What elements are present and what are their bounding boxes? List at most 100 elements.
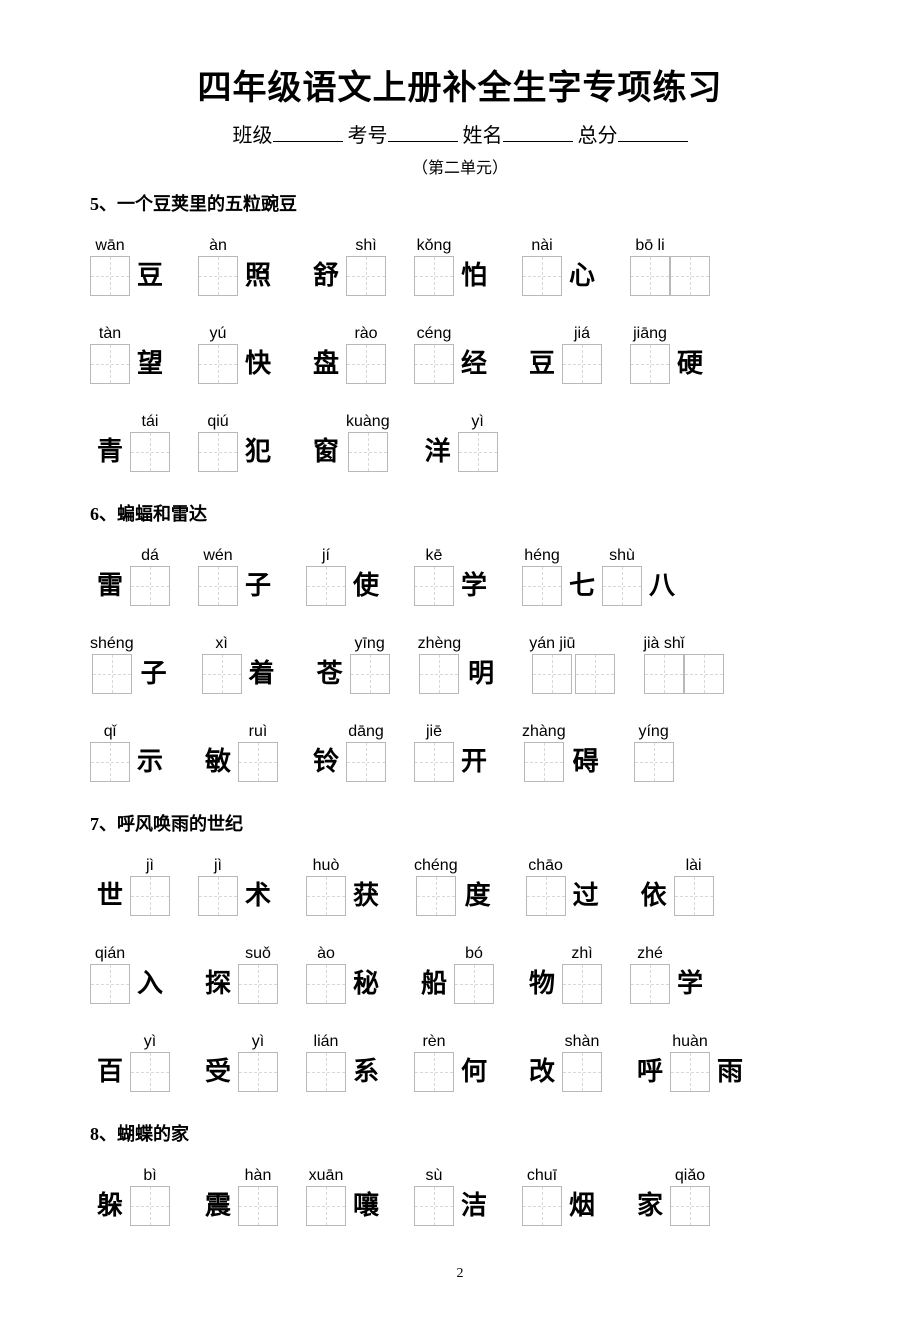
writing-box[interactable]: [92, 654, 132, 694]
section-heading: 7、呼风唤雨的世纪: [90, 810, 830, 836]
writing-box[interactable]: [90, 742, 130, 782]
writing-box[interactable]: [562, 344, 602, 384]
char-cell: jì: [130, 856, 170, 916]
writing-box[interactable]: [198, 566, 238, 606]
char-cell: 示: [130, 722, 170, 782]
char-cell: 物: [522, 944, 562, 1004]
writing-box[interactable]: [562, 964, 602, 1004]
writing-box[interactable]: [458, 432, 498, 472]
word-unit: xuān嚷: [306, 1166, 386, 1226]
writing-box[interactable]: [130, 1186, 170, 1226]
writing-box[interactable]: [346, 256, 386, 296]
writing-box[interactable]: [306, 964, 346, 1004]
writing-box[interactable]: [414, 742, 454, 782]
writing-box[interactable]: [634, 742, 674, 782]
writing-box[interactable]: [346, 742, 386, 782]
char-cell: 快: [238, 324, 278, 384]
writing-box[interactable]: [522, 256, 562, 296]
char-cell: [575, 634, 615, 694]
writing-box[interactable]: [198, 344, 238, 384]
writing-box[interactable]: [306, 876, 346, 916]
writing-box[interactable]: [414, 344, 454, 384]
writing-box[interactable]: [198, 432, 238, 472]
writing-box[interactable]: [454, 964, 494, 1004]
char-cell: dá: [130, 546, 170, 606]
writing-box[interactable]: [522, 566, 562, 606]
char-cell: 学: [454, 546, 494, 606]
total-blank[interactable]: [618, 123, 688, 142]
writing-box[interactable]: [346, 344, 386, 384]
writing-box[interactable]: [414, 1186, 454, 1226]
writing-box[interactable]: [130, 876, 170, 916]
char-cell: 学: [670, 944, 710, 1004]
char-cell: héng: [522, 546, 562, 606]
writing-box[interactable]: [130, 1052, 170, 1092]
writing-box[interactable]: [90, 256, 130, 296]
writing-box[interactable]: [630, 256, 670, 296]
writing-box[interactable]: [670, 1052, 710, 1092]
writing-box[interactable]: [238, 742, 278, 782]
writing-box[interactable]: [348, 432, 388, 472]
writing-box[interactable]: [522, 1186, 562, 1226]
writing-box[interactable]: [414, 566, 454, 606]
writing-box[interactable]: [644, 654, 684, 694]
writing-box[interactable]: [202, 654, 242, 694]
writing-box[interactable]: [670, 256, 710, 296]
pinyin-label: tái: [142, 412, 159, 432]
writing-box[interactable]: [602, 566, 642, 606]
writing-box[interactable]: [630, 964, 670, 1004]
writing-box[interactable]: [524, 742, 564, 782]
char-cell: chéng: [414, 856, 458, 916]
pinyin-label: yú: [210, 324, 227, 344]
given-hanzi: 使: [352, 566, 380, 606]
writing-box[interactable]: [562, 1052, 602, 1092]
char-cell: 使: [346, 546, 386, 606]
class-blank[interactable]: [273, 123, 343, 142]
writing-box[interactable]: [414, 1052, 454, 1092]
writing-box[interactable]: [630, 344, 670, 384]
char-cell: jiá: [562, 324, 602, 384]
given-hanzi: 依: [640, 876, 668, 916]
char-cell: 明: [461, 634, 501, 694]
writing-box[interactable]: [670, 1186, 710, 1226]
writing-box[interactable]: [238, 964, 278, 1004]
given-hanzi: 碍: [572, 742, 600, 782]
writing-box[interactable]: [130, 566, 170, 606]
writing-box[interactable]: [90, 344, 130, 384]
writing-box[interactable]: [414, 256, 454, 296]
writing-box[interactable]: [532, 654, 572, 694]
char-cell: qǐ: [90, 722, 130, 782]
word-unit: lián系: [306, 1032, 386, 1092]
writing-box[interactable]: [674, 876, 714, 916]
writing-box[interactable]: [90, 964, 130, 1004]
exam-blank[interactable]: [388, 123, 458, 142]
writing-box[interactable]: [350, 654, 390, 694]
writing-box[interactable]: [130, 432, 170, 472]
writing-box[interactable]: [684, 654, 724, 694]
writing-box[interactable]: [198, 876, 238, 916]
exercise-row: tàn望yú快盘ràocéng经豆jiájiāng硬: [90, 324, 830, 384]
writing-box[interactable]: [238, 1186, 278, 1226]
writing-box[interactable]: [306, 1052, 346, 1092]
name-blank[interactable]: [503, 123, 573, 142]
given-hanzi: 烟: [568, 1186, 596, 1226]
page-title: 四年级语文上册补全生字专项练习: [90, 60, 830, 109]
exercise-row: 百yì受yìlián系rèn何改shàn呼huàn雨: [90, 1032, 830, 1092]
writing-box[interactable]: [306, 566, 346, 606]
writing-box[interactable]: [238, 1052, 278, 1092]
section-heading: 8、蝴蝶的家: [90, 1120, 830, 1146]
given-hanzi: 嚷: [352, 1186, 380, 1226]
word-unit: céng经: [414, 324, 494, 384]
char-cell: 经: [454, 324, 494, 384]
writing-box[interactable]: [306, 1186, 346, 1226]
writing-box[interactable]: [526, 876, 566, 916]
writing-box[interactable]: [575, 654, 615, 694]
pinyin-label: bō li: [635, 236, 664, 256]
given-hanzi: 雷: [96, 566, 124, 606]
writing-box[interactable]: [419, 654, 459, 694]
word-unit: qián入: [90, 944, 170, 1004]
word-unit: héng七shù八: [522, 546, 682, 606]
writing-box[interactable]: [198, 256, 238, 296]
writing-box[interactable]: [416, 876, 456, 916]
char-cell: 嚷: [346, 1166, 386, 1226]
